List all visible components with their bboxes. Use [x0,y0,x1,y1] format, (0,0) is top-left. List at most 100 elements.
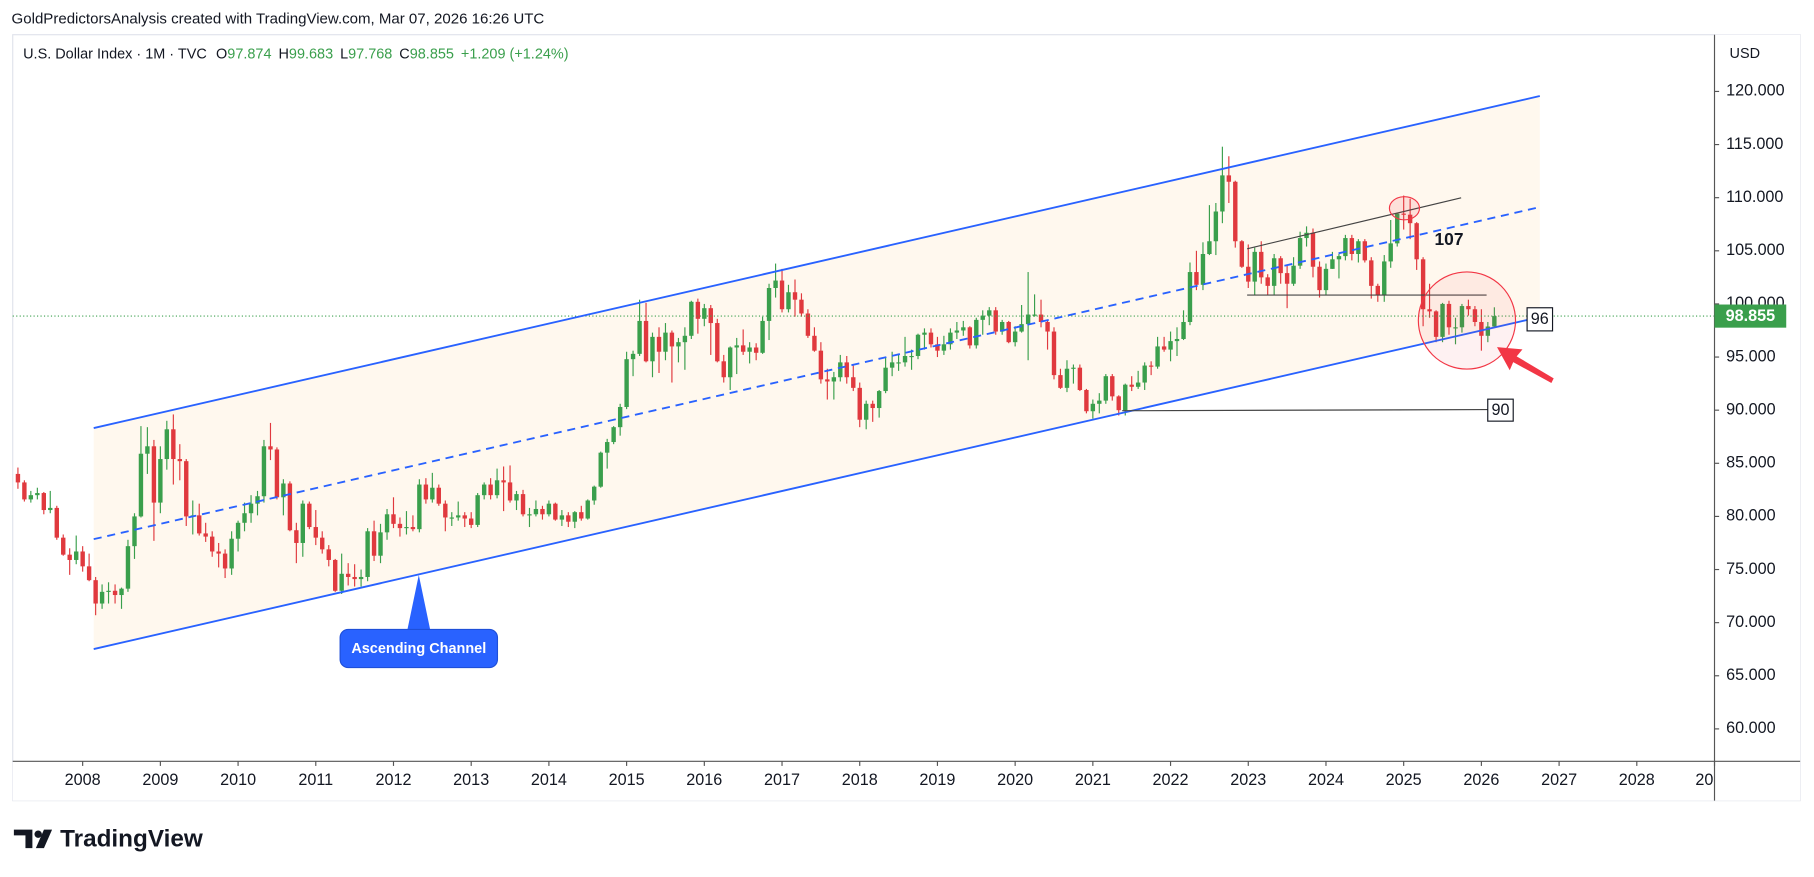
candle-body [138,453,144,517]
candle-body [1233,181,1238,242]
candle-body [1395,213,1400,244]
candle-body [721,361,726,378]
candle-body [358,576,364,580]
candle-body [313,527,318,538]
candle-body [1453,327,1458,329]
candle-body [61,537,66,555]
logo-dot [34,830,42,838]
candle-body [702,308,707,319]
candle-body [1220,175,1225,212]
candle-body [838,362,843,378]
candle-body [404,527,409,529]
logo-t [13,829,33,849]
candle-body [494,480,500,496]
price-axis [1714,34,1801,762]
candle-body [617,406,623,428]
x-tick-label: 2012 [375,771,411,789]
channel-upper [93,95,1541,429]
candle-body [682,335,688,343]
candle-body [242,513,247,523]
candle-body [488,484,493,496]
candle-body [637,320,642,354]
candle-body [1239,241,1245,267]
candle-body [825,379,830,382]
candle-body [468,518,474,525]
candle-body [650,336,655,362]
candle-body [281,483,286,498]
legend-value: 98.855 [410,46,454,62]
candle-body [481,484,487,496]
candle-body [786,292,791,310]
candle-body [948,332,953,345]
candle-body [1330,259,1335,269]
candle-body [339,573,344,591]
x-tick-label: 2023 [1230,771,1266,789]
candle-body [1135,382,1141,387]
candle-body [1090,403,1096,412]
candle-body [844,362,849,378]
candle-body [579,512,584,519]
x-tick-label: 2021 [1075,771,1111,789]
candle-body [345,573,351,577]
candle-body [902,355,908,363]
candle-body [1025,314,1031,325]
x-tick-label: 2014 [531,771,567,789]
candle-body [1375,285,1381,296]
candle-body [1433,311,1439,337]
x-tick-label: 20 [1695,771,1713,789]
candle-body [935,344,940,351]
legend-key: H [278,46,288,62]
candle-body [514,494,519,501]
candle-body [248,503,254,514]
legend-value: 97.874 [227,46,271,62]
candle-body [766,287,772,321]
candle-body [851,377,856,388]
brand: TradingView [60,825,203,852]
candle-body [1038,314,1044,322]
arrow [1497,347,1554,383]
candle-body [1012,331,1018,343]
candle-body [1148,365,1154,367]
candle-body [1304,232,1309,239]
y-tick-label: 85.000 [1726,454,1776,472]
channel-middle [93,206,1541,541]
candle-body [112,590,118,596]
candle-body [799,299,804,314]
candle-body [41,493,47,511]
candle-body [805,313,811,336]
candle-body [1161,346,1167,350]
candle-body [812,335,817,351]
callout-box [339,628,499,669]
candle-body [106,590,111,592]
candle-body [80,551,85,567]
candle-body [430,487,435,500]
candle-body [1181,321,1186,339]
candle-body [915,334,921,356]
candle-body [1174,338,1180,342]
candle-body [197,515,202,534]
candle-body [1446,303,1452,328]
candle-body [1187,272,1193,322]
logo: TradingView [13,825,203,852]
x-tick-label: 2011 [298,771,333,789]
candle-body [35,493,40,496]
candle-body [1291,265,1296,284]
candle-body [630,353,636,360]
candle-body [475,495,480,525]
candle-body [1265,277,1270,286]
candle-body [203,533,208,537]
candle-body [229,538,234,569]
focus-circle [1417,271,1517,370]
candle-body [54,507,59,538]
candle-body [501,480,506,483]
callout-pointer [407,575,431,631]
candle-body [86,566,92,581]
logo-slash [35,829,53,849]
candle-body [151,446,157,503]
candle-body [624,359,629,407]
candle-body [643,320,649,362]
candle-body [1310,232,1316,267]
y-tick-label: 90.000 [1726,400,1776,418]
candle-body [1226,175,1232,182]
